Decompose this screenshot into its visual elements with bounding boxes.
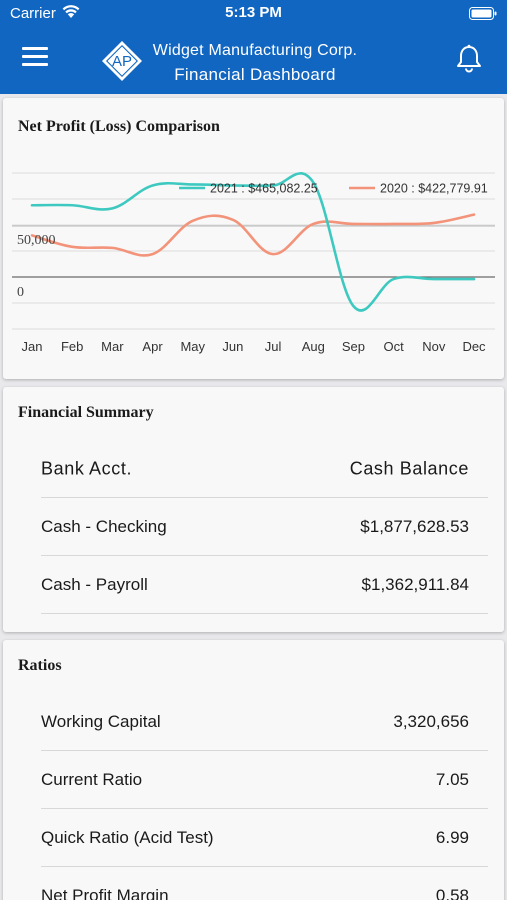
logo-text: AP xyxy=(112,53,132,70)
x-tick-label: Dec xyxy=(462,339,486,354)
battery-icon xyxy=(469,7,497,20)
x-tick-label: Nov xyxy=(422,339,446,354)
status-time: 5:13 PM xyxy=(225,4,282,21)
ratios-card: Ratios Working Capital 3,320,656 Current… xyxy=(3,640,504,900)
ratio-label: Current Ratio xyxy=(41,769,143,789)
legend-label: 2020 : $422,779.91 xyxy=(380,182,488,196)
x-tick-label: Jan xyxy=(22,339,43,354)
chart-title: Net Profit (Loss) Comparison xyxy=(18,118,220,135)
account-label: Cash - Checking xyxy=(41,516,167,536)
bank-acct-header: Bank Acct. xyxy=(41,458,133,478)
bell-icon[interactable] xyxy=(455,44,483,74)
series-line-1 xyxy=(30,213,476,257)
series-line-0 xyxy=(30,172,476,312)
ratio-label: Working Capital xyxy=(41,711,161,731)
summary-title: Financial Summary xyxy=(18,404,154,421)
ratios-title: Ratios xyxy=(18,657,62,674)
ratio-value: 7.05 xyxy=(435,769,469,789)
company-logo: AP xyxy=(102,41,142,81)
ratio-value: 0.58 xyxy=(435,885,469,900)
ratio-label: Net Profit Margin xyxy=(41,885,169,900)
profit-chart-card: 2021 : $465,082.25 2020 : $422,779.91 Jan… xyxy=(3,98,504,379)
account-balance: $1,362,911.84 xyxy=(361,574,469,594)
summary-header-row: Bank Acct. Cash Balance xyxy=(41,440,488,498)
x-tick-label: Feb xyxy=(61,339,83,354)
x-tick-label: Jun xyxy=(222,339,243,354)
app-bar: Carrier 5:13 PM AP Widget Manufacturing … xyxy=(0,0,507,94)
menu-icon[interactable] xyxy=(22,47,48,69)
carrier-label: Carrier xyxy=(10,5,56,22)
x-tick-label: Aug xyxy=(302,339,325,354)
company-name: Widget Manufacturing Corp. xyxy=(152,42,358,59)
table-row[interactable]: Net Profit Margin 0.58 xyxy=(41,867,488,900)
page-title: Financial Dashboard xyxy=(174,65,336,84)
ratio-value: 3,320,656 xyxy=(393,711,469,731)
table-row[interactable]: Quick Ratio (Acid Test) 6.99 xyxy=(41,809,488,867)
account-balance: $1,877,628.53 xyxy=(360,516,469,536)
y-tick-label: 50,000 xyxy=(17,233,56,248)
x-tick-label: Apr xyxy=(142,339,163,354)
x-tick-label: May xyxy=(180,339,205,354)
x-tick-label: Oct xyxy=(384,339,405,354)
table-row[interactable]: Current Ratio 7.05 xyxy=(41,751,488,809)
cash-balance-header: Cash Balance xyxy=(349,458,469,478)
ratio-label: Quick Ratio (Acid Test) xyxy=(41,827,214,847)
header-titles: Widget Manufacturing Corp. Financial Das… xyxy=(150,41,360,86)
wifi-icon xyxy=(62,5,80,18)
legend-label: 2021 : $465,082.25 xyxy=(210,182,318,196)
status-bar: Carrier 5:13 PM xyxy=(0,0,507,28)
ratio-value: 6.99 xyxy=(435,827,469,847)
x-tick-label: Sep xyxy=(342,339,365,354)
y-tick-label: 0 xyxy=(17,285,24,300)
profit-line-chart: 2021 : $465,082.25 2020 : $422,779.91 Jan… xyxy=(12,172,495,354)
financial-summary-card: Financial Summary Bank Acct. Cash Balanc… xyxy=(3,387,504,632)
table-row[interactable]: Cash - Checking $1,877,628.53 xyxy=(41,498,488,556)
x-tick-label: Jul xyxy=(265,339,282,354)
account-label: Cash - Payroll xyxy=(41,574,148,594)
x-tick-label: Mar xyxy=(101,339,124,354)
table-row[interactable]: Working Capital 3,320,656 xyxy=(41,693,488,751)
table-row[interactable]: Cash - Payroll $1,362,911.84 xyxy=(41,556,488,614)
